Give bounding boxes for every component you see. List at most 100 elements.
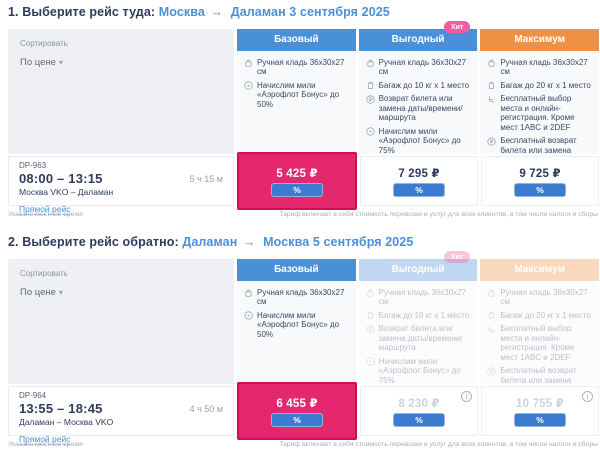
feature-text: Бесплатный возврат билета или замена дат… — [500, 366, 577, 384]
feature-text: Багаж до 10 кг х 1 место — [378, 80, 470, 90]
hand-luggage-icon — [487, 59, 496, 68]
feature-text: Бесплатный возврат билета или замена дат… — [500, 136, 577, 154]
feature-refund: Бесплатный возврат билета или замена дат… — [487, 366, 593, 384]
route-arrow-icon: → — [210, 5, 224, 19]
flight-duration: 5 ч 15 м — [189, 174, 223, 184]
feature-text: Начислим мили «Аэрофлот Бонус» до 75% — [378, 356, 461, 384]
fare-header-profitable[interactable]: Выгодный — [358, 29, 478, 51]
feature-baggage: Багаж до 20 кг х 1 место — [487, 81, 593, 91]
baggage-icon — [487, 81, 496, 90]
feature-refund: Возврат билета или замена даты/времени/м… — [366, 94, 472, 122]
baggage-icon — [366, 81, 375, 90]
svg-text:✈: ✈ — [368, 129, 372, 134]
feature-text: Багаж до 10 кг х 1 место — [378, 310, 470, 320]
baggage-icon — [366, 311, 375, 320]
fare-column-profitable: Хит Выгодный Ручная кладь 36x30x27 см Ба… — [358, 21, 478, 154]
feature-text: Ручная кладь 36x30x27 см — [378, 288, 467, 307]
feature-text: Ручная кладь 36x30x27 см — [500, 58, 588, 77]
outbound-title: 1. Выберите рейс туда: Москва → Даламан … — [8, 5, 599, 19]
feature-hand-luggage: Ручная кладь 36x30x27 см — [487, 58, 593, 77]
flight-number: DP-963 — [19, 161, 47, 170]
outbound-route-from-link[interactable]: Москва — [158, 5, 205, 19]
svg-text:✈: ✈ — [247, 313, 251, 318]
price-cell-profitable[interactable]: 7 295 ₽ % — [360, 156, 478, 206]
fare-columns-header-area: Сортировать По цене ▾ Базовый Ручная кла… — [8, 21, 600, 154]
percent-promo-badge: % — [514, 182, 566, 197]
feature-text: Начислим мили «Аэрофлот Бонус» до 50% — [257, 310, 340, 339]
feature-text: Ручная кладь 36x30x27 см — [257, 58, 345, 77]
feature-seat-selection: Бесплатный выбор места и онлайн-регистра… — [487, 94, 593, 132]
feature-text: Начислим мили «Аэрофлот Бонус» до 75% — [378, 126, 461, 154]
flight-card: DP-964 13:55 – 18:45 Даламан – Москва VK… — [8, 386, 234, 445]
sort-panel: Сортировать По цене ▾ — [8, 259, 234, 384]
info-icon[interactable]: i — [461, 391, 472, 402]
direct-flight-link[interactable]: Прямой рейс — [19, 204, 71, 215]
fare-header-basic[interactable]: Базовый — [237, 29, 356, 51]
miles-icon: ✈ — [244, 311, 253, 320]
percent-promo-badge: % — [514, 412, 566, 427]
seat-selection-icon — [487, 325, 496, 334]
feature-baggage: Багаж до 10 кг х 1 место — [366, 311, 472, 321]
price-cell-profitable[interactable]: i 8 230 ₽ % — [360, 386, 478, 436]
hand-luggage-icon — [244, 289, 253, 298]
flight-time: 13:55 – 18:45 — [19, 401, 103, 416]
flight-route: Москва VKO – Даламан — [19, 187, 114, 197]
hit-badge: Хит — [443, 251, 471, 263]
price-value: 7 295 ₽ — [398, 167, 440, 180]
feature-miles: ✈ Начислим мили «Аэрофлот Бонус» до 75% — [366, 357, 472, 384]
fare-column-maximum: Максимум Ручная кладь 36x30x27 см Багаж … — [480, 259, 600, 384]
price-value: 6 455 ₽ — [276, 397, 318, 410]
feature-text: Бесплатный выбор места и онлайн-регистра… — [500, 94, 575, 132]
return-route-to-link[interactable]: Москва 5 сентября 2025 — [263, 235, 414, 249]
price-value: 8 230 ₽ — [398, 397, 440, 410]
hand-luggage-icon — [244, 59, 253, 68]
feature-text: Ручная кладь 36x30x27 см — [257, 288, 345, 307]
direct-flight-link[interactable]: Прямой рейс — [19, 434, 71, 445]
feature-hand-luggage: Ручная кладь 36x30x27 см — [487, 288, 593, 307]
sort-select[interactable]: По цене ▾ — [20, 57, 63, 68]
outbound-fare-table: Сортировать По цене ▾ Базовый Ручная кла… — [8, 21, 600, 218]
feature-hand-luggage: Ручная кладь 36x30x27 см — [244, 58, 350, 77]
refund-icon — [366, 95, 375, 104]
outbound-route-to-link[interactable]: Даламан 3 сентября 2025 — [230, 5, 390, 19]
fare-header-basic[interactable]: Базовый — [237, 259, 356, 281]
sort-label: Сортировать — [20, 39, 68, 48]
fare-header-profitable[interactable]: Выгодный — [358, 259, 478, 281]
feature-text: Начислим мили «Аэрофлот Бонус» до 50% — [257, 80, 340, 109]
percent-promo-badge: % — [271, 412, 323, 427]
price-cell-basic[interactable]: 5 425 ₽ % — [237, 152, 357, 210]
refund-icon — [487, 137, 496, 146]
percent-promo-badge: % — [271, 182, 323, 197]
flight-duration: 4 ч 50 м — [189, 404, 223, 414]
price-cell-maximum[interactable]: i 10 755 ₽ % — [481, 386, 599, 436]
price-cell-maximum[interactable]: 9 725 ₽ % — [481, 156, 599, 206]
chevron-down-icon: ▾ — [58, 287, 63, 297]
outbound-flight-row: DP-963 08:00 – 13:15 Москва VKO – Далама… — [8, 152, 599, 215]
sort-select[interactable]: По цене ▾ — [20, 287, 63, 298]
miles-icon: ✈ — [244, 81, 253, 90]
feature-text: Ручная кладь 36x30x27 см — [500, 288, 588, 307]
feature-refund: Возврат билета или замена даты/времени/м… — [366, 324, 472, 352]
fare-features-profitable: Ручная кладь 36x30x27 см Багаж до 10 кг … — [358, 51, 478, 154]
price-cell-basic[interactable]: 6 455 ₽ % — [237, 382, 357, 440]
outbound-section: 1. Выберите рейс туда: Москва → Даламан … — [8, 5, 600, 218]
miles-icon: ✈ — [366, 357, 375, 366]
refund-icon — [366, 325, 375, 334]
price-value: 5 425 ₽ — [276, 167, 318, 180]
feature-hand-luggage: Ручная кладь 36x30x27 см — [366, 288, 472, 307]
sort-value: По цене — [20, 287, 56, 298]
feature-seat-selection: Бесплатный выбор места и онлайн-регистра… — [487, 324, 593, 362]
info-icon[interactable]: i — [582, 391, 593, 402]
baggage-icon — [487, 311, 496, 320]
fare-column-basic: Базовый Ручная кладь 36x30x27 см ✈ Начис… — [237, 29, 356, 154]
feature-text: Возврат билета или замена даты/времени/м… — [378, 94, 463, 123]
return-route-from-link[interactable]: Даламан — [182, 235, 238, 249]
feature-text: Бесплатный выбор места и онлайн-регистра… — [500, 324, 575, 362]
fare-header-maximum[interactable]: Максимум — [480, 29, 600, 51]
fare-header-maximum[interactable]: Максимум — [480, 259, 600, 281]
sort-label: Сортировать — [20, 269, 68, 278]
flight-route: Даламан – Москва VKO — [19, 417, 114, 427]
feature-text: Возврат билета или замена даты/времени/м… — [378, 324, 463, 353]
return-flight-row: DP-964 13:55 – 18:45 Даламан – Москва VK… — [8, 382, 599, 445]
